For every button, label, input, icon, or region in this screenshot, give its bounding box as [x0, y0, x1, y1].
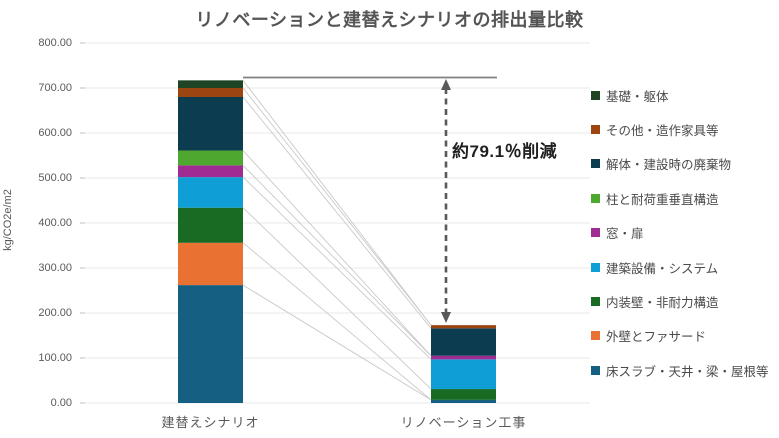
bar-segment-リノベーション工事-建築設備・システム: [431, 359, 496, 390]
y-tick-label: 0.00: [50, 397, 72, 409]
legend-swatch-icon: [591, 331, 600, 341]
bar-segment-建替えシナリオ-建築設備・システム: [178, 177, 243, 208]
legend-swatch-icon: [591, 228, 600, 238]
series-connector-line: [242, 87, 432, 326]
x-category-label: リノベーション工事: [400, 415, 527, 430]
series-connector-line: [242, 96, 432, 329]
arrowhead-up: [441, 79, 451, 90]
bar-segment-建替えシナリオ-内装壁・非耐力構造: [178, 207, 243, 243]
legend-item: 建築設備・システム: [591, 250, 777, 284]
legend-item: 基礎・躯体: [591, 78, 777, 112]
reduction-annotation-label: 約79.1％削減: [452, 142, 558, 161]
legend-label: 窓・扉: [606, 227, 644, 242]
series-connector-line: [242, 80, 432, 326]
bar-segment-リノベーション工事-その他・造作家具等: [431, 325, 496, 329]
legend: 基礎・躯体その他・造作家具等 解体・建設時の廃棄物 柱と耐荷重垂直構造 窓・扉建築設備…: [591, 78, 777, 388]
series-connector-line: [242, 176, 432, 360]
y-tick-label: 300.00: [38, 262, 72, 274]
legend-swatch-icon: [591, 193, 600, 203]
bar-segment-リノベーション工事-内装壁・非耐力構造: [431, 389, 496, 400]
legend-label: 内装壁・非耐力構造: [606, 296, 719, 311]
bar-segment-リノベーション工事-解体・建設時の廃棄物: [431, 328, 496, 356]
series-connector-line: [242, 284, 432, 401]
legend-label: 床スラブ・天井・梁・屋根等: [606, 364, 769, 379]
bar-segment-建替えシナリオ-床スラブ・天井・梁・屋根等: [178, 285, 243, 403]
x-category-label: 建替えシナリオ: [161, 415, 260, 430]
bar-segment-リノベーション工事-床スラブ・天井・梁・屋根等: [431, 399, 496, 403]
legend-swatch-icon: [591, 159, 600, 169]
arrowhead-down: [441, 312, 451, 323]
bar-segment-建替えシナリオ-柱と耐荷重垂直構造: [178, 150, 243, 166]
legend-item: 柱と耐荷重垂直構造: [591, 181, 777, 215]
y-tick-label: 400.00: [38, 217, 72, 229]
legend-swatch-icon: [591, 90, 600, 100]
bar-segment-建替えシナリオ-窓・扉: [178, 165, 243, 178]
y-tick-label: 700.00: [38, 82, 72, 94]
series-connector-line: [242, 242, 432, 401]
legend-item: 解体・建設時の廃棄物: [591, 147, 777, 181]
y-tick-label: 600.00: [38, 127, 72, 139]
legend-label: 基礎・躯体: [606, 89, 669, 104]
bar-segment-建替えシナリオ-基礎・躯体: [178, 80, 243, 88]
y-tick-label: 500.00: [38, 172, 72, 184]
legend-label: 建築設備・システム: [606, 261, 719, 276]
legend-label: 外壁とファサード: [606, 330, 707, 345]
bar-segment-建替えシナリオ-外壁とファサード: [178, 242, 243, 286]
bar-segment-リノベーション工事-窓・扉: [431, 355, 496, 360]
series-connector-line: [242, 207, 432, 390]
chart-title: リノベーションと建替えシナリオの排出量比較: [195, 10, 584, 30]
bar-segment-建替えシナリオ-解体・建設時の廃棄物: [178, 97, 243, 151]
y-tick-label: 100.00: [38, 352, 72, 364]
legend-item: 外壁とファサード: [591, 319, 777, 353]
series-connector-line: [242, 150, 432, 357]
legend-swatch-icon: [591, 297, 600, 307]
legend-label: 柱と耐荷重垂直構造: [606, 192, 719, 207]
y-tick-label: 800.00: [38, 37, 72, 49]
legend-item: 窓・扉: [591, 216, 777, 250]
legend-swatch-icon: [591, 125, 600, 135]
legend-label: 解体・建設時の廃棄物: [606, 158, 732, 173]
legend-swatch-icon: [591, 262, 600, 272]
legend-item: その他・造作家具等: [591, 112, 777, 146]
series-connector-line: [242, 165, 432, 357]
legend-label: その他・造作家具等: [606, 124, 719, 139]
legend-item: 床スラブ・天井・梁・屋根等: [591, 353, 777, 387]
legend-swatch-icon: [591, 365, 600, 375]
y-tick-label: 200.00: [38, 307, 72, 319]
bar-segment-建替えシナリオ-その他・造作家具等: [178, 88, 243, 97]
legend-item: 内装壁・非耐力構造: [591, 284, 777, 318]
